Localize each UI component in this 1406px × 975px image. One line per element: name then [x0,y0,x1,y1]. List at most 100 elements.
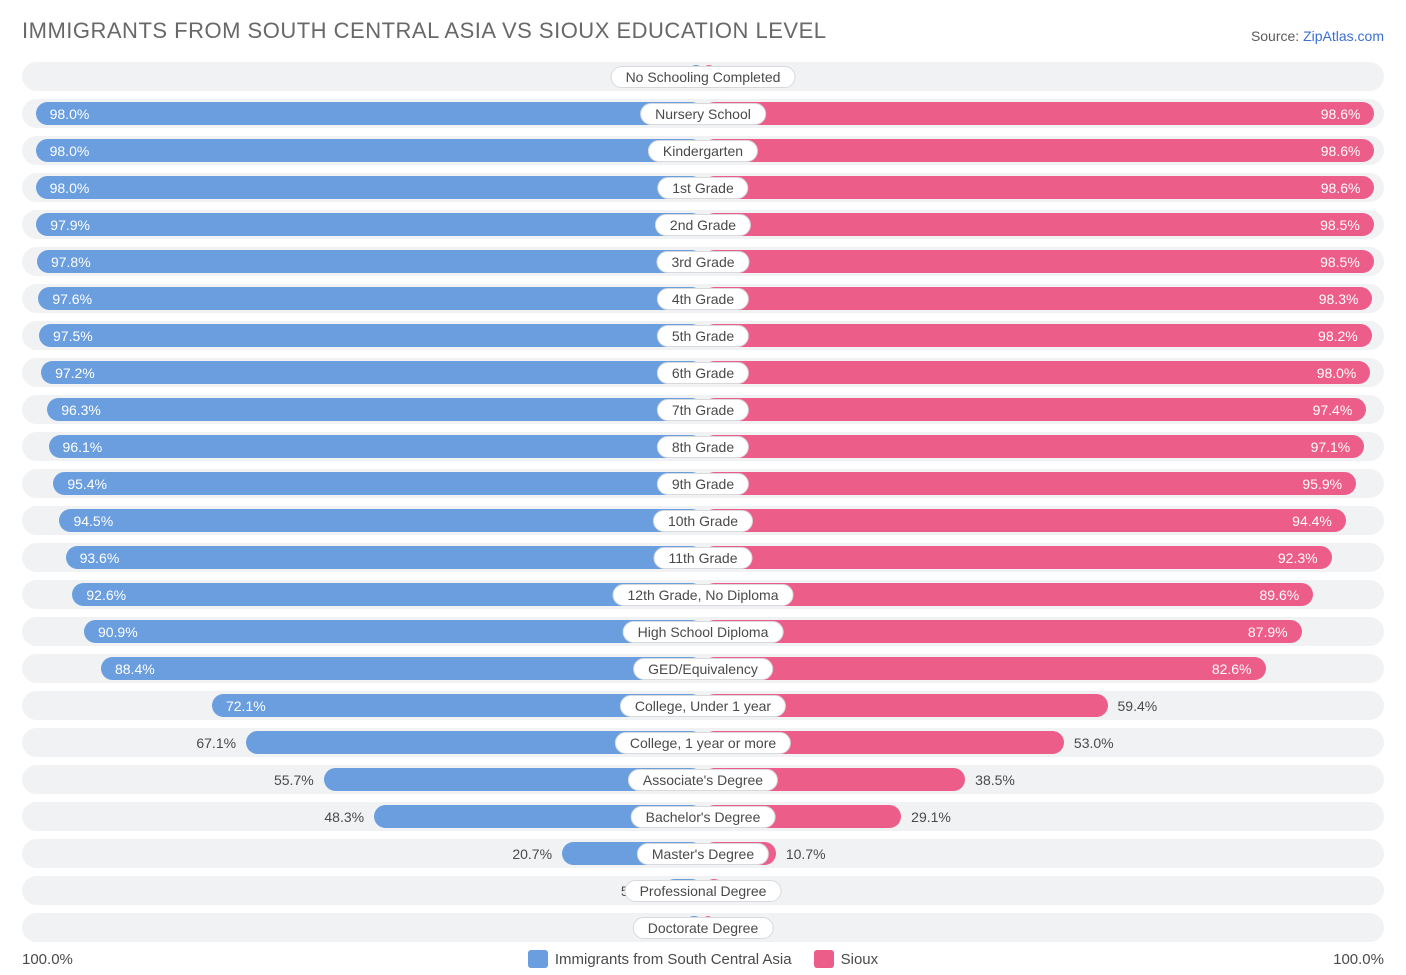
chart-footer: 100.0% Immigrants from South Central Asi… [22,950,1384,968]
chart-row: 98.0% 98.6% Kindergarten [22,136,1384,165]
value-series-a: 20.7% [512,846,552,862]
chart-row: 67.1% 53.0% College, 1 year or more [22,728,1384,757]
value-series-b: 97.1% [1311,439,1351,455]
chart-row: 97.8% 98.5% 3rd Grade [22,247,1384,276]
chart-row: 93.6%92.3%11th Grade [22,543,1384,572]
bar-series-a [36,176,703,199]
bar-series-a [59,509,703,532]
value-series-a: 98.0% [50,143,90,159]
chart-row: 97.9%98.5%2nd Grade [22,210,1384,239]
category-label: Bachelor's Degree [631,806,776,828]
bar-series-a [66,546,703,569]
category-label: High School Diploma [623,621,784,643]
chart-row: 96.1%97.1%8th Grade [22,432,1384,461]
value-series-a: 98.0% [50,106,90,122]
bar-series-a [84,620,703,643]
value-series-b: 29.1% [911,809,951,825]
value-series-a: 96.1% [63,439,103,455]
category-label: Nursery School [640,103,766,125]
source-prefix: Source: [1251,28,1303,44]
bar-series-b [703,509,1346,532]
value-series-b: 82.6% [1212,661,1252,677]
category-label: College, 1 year or more [615,732,791,754]
chart-row: 2.6%1.5%Doctorate Degree [22,913,1384,942]
value-series-b: 98.5% [1320,254,1360,270]
bar-series-b [703,657,1266,680]
value-series-a: 67.1% [196,735,236,751]
bar-series-a [36,213,703,236]
bar-series-b [703,583,1313,606]
chart-title: IMMIGRANTS FROM SOUTH CENTRAL ASIA VS SI… [22,18,827,44]
axis-right-max: 100.0% [1333,951,1384,968]
value-series-b: 98.6% [1321,106,1361,122]
legend-swatch-series-b [814,950,834,968]
category-label: 7th Grade [657,399,749,421]
chart-row: 2.0%1.8%No Schooling Completed [22,62,1384,91]
chart-row: 97.6%98.3%4th Grade [22,284,1384,313]
chart-row: 72.1%59.4%College, Under 1 year [22,691,1384,720]
value-series-a: 97.2% [55,365,95,381]
bar-series-a [39,324,703,347]
value-series-b: 98.6% [1321,180,1361,196]
value-series-a: 96.3% [61,402,101,418]
value-series-a: 55.7% [274,772,314,788]
bar-series-b [703,361,1370,384]
value-series-b: 98.2% [1318,328,1358,344]
value-series-b: 98.6% [1321,143,1361,159]
chart-row: 98.0% 98.6% Nursery School [22,99,1384,128]
category-label: Doctorate Degree [633,917,774,939]
category-label: 9th Grade [657,473,749,495]
chart-row: 88.4%82.6%GED/Equivalency [22,654,1384,683]
category-label: 4th Grade [657,288,749,310]
value-series-b: 53.0% [1074,735,1114,751]
diverging-bar-chart: 2.0%1.8%No Schooling Completed 98.0% 98.6%… [22,62,1384,942]
bar-series-a [53,472,703,495]
bar-series-a [36,139,703,162]
bar-series-b [703,250,1374,273]
value-series-a: 93.6% [80,550,120,566]
legend-label-series-b: Sioux [841,951,879,968]
value-series-a: 92.6% [86,587,126,603]
bar-series-a [36,102,703,125]
category-label: No Schooling Completed [611,66,796,88]
value-series-b: 10.7% [786,846,826,862]
chart-row: 90.9% 87.9% High School Diploma [22,617,1384,646]
chart-row: 95.4%95.9%9th Grade [22,469,1384,498]
header: IMMIGRANTS FROM SOUTH CENTRAL ASIA VS SI… [22,18,1384,44]
category-label: 5th Grade [657,325,749,347]
chart-row: 97.5% 98.2% 5th Grade [22,321,1384,350]
category-label: GED/Equivalency [633,658,773,680]
category-label: 12th Grade, No Diploma [613,584,794,606]
value-series-a: 95.4% [67,476,107,492]
bar-series-b [703,435,1364,458]
bar-series-a [38,287,703,310]
legend-item-series-a: Immigrants from South Central Asia [528,950,792,968]
category-label: Master's Degree [637,843,769,865]
axis-left-max: 100.0% [22,951,73,968]
chart-row: 97.2%98.0%6th Grade [22,358,1384,387]
bar-series-b [703,472,1356,495]
category-label: Kindergarten [648,140,758,162]
value-series-b: 87.9% [1248,624,1288,640]
bar-series-b [703,176,1374,199]
bar-series-b [703,287,1372,310]
bar-series-a [41,361,703,384]
bar-series-a [37,250,703,273]
value-series-b: 98.0% [1317,365,1357,381]
bar-series-a [47,398,703,421]
category-label: College, Under 1 year [620,695,786,717]
value-series-a: 98.0% [50,180,90,196]
category-label: 3rd Grade [656,251,749,273]
value-series-b: 89.6% [1259,587,1299,603]
legend: Immigrants from South Central Asia Sioux [528,950,878,968]
value-series-a: 90.9% [98,624,138,640]
value-series-a: 97.5% [53,328,93,344]
value-series-b: 94.4% [1292,513,1332,529]
value-series-a: 97.6% [52,291,92,307]
value-series-a: 97.8% [51,254,91,270]
category-label: 11th Grade [653,547,752,569]
value-series-b: 97.4% [1313,402,1353,418]
source-link[interactable]: ZipAtlas.com [1303,28,1384,44]
bar-series-a [72,583,703,606]
chart-row: 94.5%94.4%10th Grade [22,506,1384,535]
